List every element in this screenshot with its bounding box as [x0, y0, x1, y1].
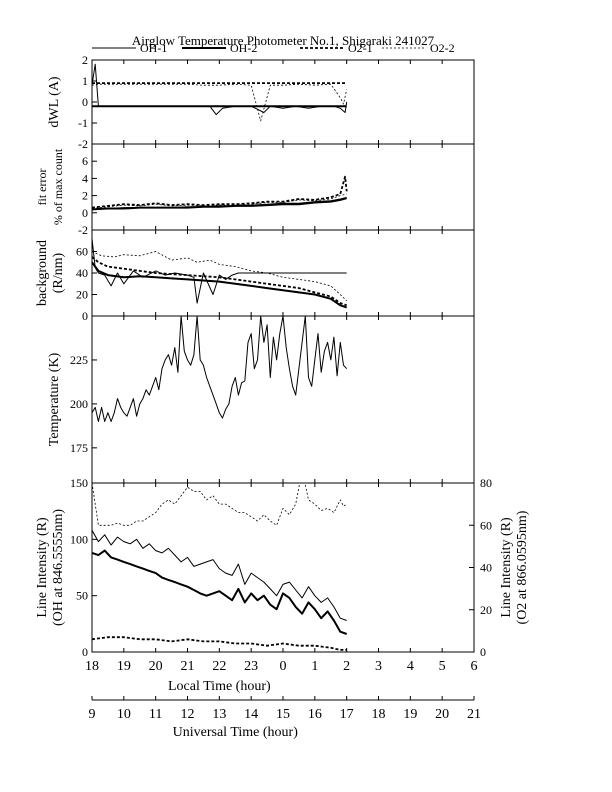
ylabel-secondary: (OH at 846.5555nm) [51, 509, 66, 626]
ytick-label: 50 [76, 589, 88, 603]
series-o2-2-line [92, 193, 347, 209]
series-o2-2-line [92, 251, 347, 302]
ylabel: fit error [35, 169, 49, 206]
panel-frame [91, 143, 475, 231]
ut-tick-label: 12 [181, 707, 195, 722]
ut-tick-label: 11 [149, 707, 162, 722]
lt-tick-label: 1 [311, 659, 318, 674]
legend-label-o2-1: O2-1 [348, 41, 373, 55]
series-oh-1-line [92, 530, 347, 621]
panel-background: 60 40 20 0 background (R/nm) [35, 229, 475, 323]
ylabel: Line Intensity (R) [35, 517, 50, 618]
ut-tick-label: 17 [340, 707, 354, 722]
ytick-label: 40 [76, 266, 88, 280]
lt-tick-label: 4 [407, 659, 414, 674]
lt-axis-label: Local Time (hour) [168, 679, 271, 694]
ytick-label: -2 [78, 223, 88, 237]
ylabel: dWL (A) [47, 76, 62, 128]
ytick-label: -2 [78, 137, 88, 151]
ylabel-secondary: % of max count [51, 148, 65, 225]
ytick-right-label: 20 [480, 603, 492, 617]
legend: OH-1 OH-2 O2-1 O2-2 [92, 41, 455, 55]
lt-tick-label: 22 [212, 659, 226, 674]
ytick-label: 0 [82, 95, 88, 109]
panel-fit_error: 6 4 2 0 -2 fit error% of max count [35, 143, 475, 237]
panel-frame [91, 315, 475, 484]
ut-tick-label: 13 [212, 707, 226, 722]
lt-tick-label: 0 [280, 659, 287, 674]
ut-tick-label: 14 [244, 707, 258, 722]
lt-tick-label: 21 [181, 659, 195, 674]
series-oh-1-line [92, 238, 347, 304]
lt-tick-label: 23 [244, 659, 258, 674]
lt-tick-label: 5 [439, 659, 446, 674]
lt-tick-label: 2 [343, 659, 350, 674]
ytick-label: 0 [82, 206, 88, 220]
series-o2-2-line [92, 83, 348, 122]
ut-tick-label: 21 [467, 707, 481, 722]
lt-tick-label: 20 [149, 659, 163, 674]
panel-dwl: 2 1 0 -1 -2 dWL (A) [47, 53, 475, 151]
ytick-label: 200 [70, 397, 88, 411]
ytick-right-label: 0 [480, 645, 486, 659]
series-oh-2-line [92, 261, 348, 309]
legend-label-oh-1: OH-1 [140, 41, 167, 55]
ytick-label: 6 [82, 154, 88, 168]
ytick-label: 0 [82, 645, 88, 659]
lt-tick-label: 6 [471, 659, 478, 674]
ut-tick-label: 16 [308, 707, 322, 722]
lt-tick-label: 18 [85, 659, 99, 674]
series-oh-2-line [92, 549, 348, 635]
ytick-right-label: 80 [480, 476, 492, 490]
ytick-label: 100 [70, 532, 88, 546]
ut-tick-label: 18 [372, 707, 386, 722]
ytick-right-label: 40 [480, 561, 492, 575]
ytick-label: 150 [70, 476, 88, 490]
ut-tick-label: 9 [89, 707, 96, 722]
lt-tick-label: 19 [117, 659, 131, 674]
series-o2-1-line [92, 636, 347, 651]
ytick-label: -1 [78, 116, 88, 130]
ylabel: Temperature (K) [47, 352, 62, 446]
ut-axis-label: Universal Time (hour) [173, 725, 299, 740]
ylabel-right: Line Intensity (R) [499, 517, 514, 618]
ytick-label: 2 [82, 189, 88, 203]
panel-temperature: 225 200 175 Temperature (K) [47, 315, 475, 484]
ut-tick-label: 20 [435, 707, 449, 722]
ytick-right-label: 60 [480, 518, 492, 532]
ut-tick-label: 19 [403, 707, 417, 722]
series-oh-2-line [92, 197, 347, 211]
ytick-label: 20 [76, 288, 88, 302]
ytick-label: 2 [82, 53, 88, 67]
series-o2-2-line [92, 483, 347, 526]
ytick-label: 60 [76, 245, 88, 259]
legend-label-oh-2: OH-2 [230, 41, 257, 55]
ut-tick-label: 10 [117, 707, 131, 722]
ylabel: background [35, 240, 50, 306]
legend-label-o2-2: O2-2 [430, 41, 455, 55]
series-oh-1-line [92, 316, 348, 422]
ut-tick-label: 15 [276, 707, 290, 722]
ytick-label: 175 [70, 441, 88, 455]
ytick-label: 4 [82, 171, 88, 185]
ytick-label: 0 [82, 309, 88, 323]
figure-title: Airglow Temperature Photometer No.1, Shi… [132, 33, 435, 48]
lt-tick-label: 3 [375, 659, 382, 674]
panel-frame [91, 59, 475, 145]
series-o2-1-line [92, 256, 347, 307]
ytick-label: 1 [82, 74, 88, 88]
ylabel-secondary: (R/nm) [51, 252, 66, 293]
ylabel-right-secondary: (O2 at 866.0595nm) [515, 510, 530, 624]
ytick-label: 225 [70, 353, 88, 367]
